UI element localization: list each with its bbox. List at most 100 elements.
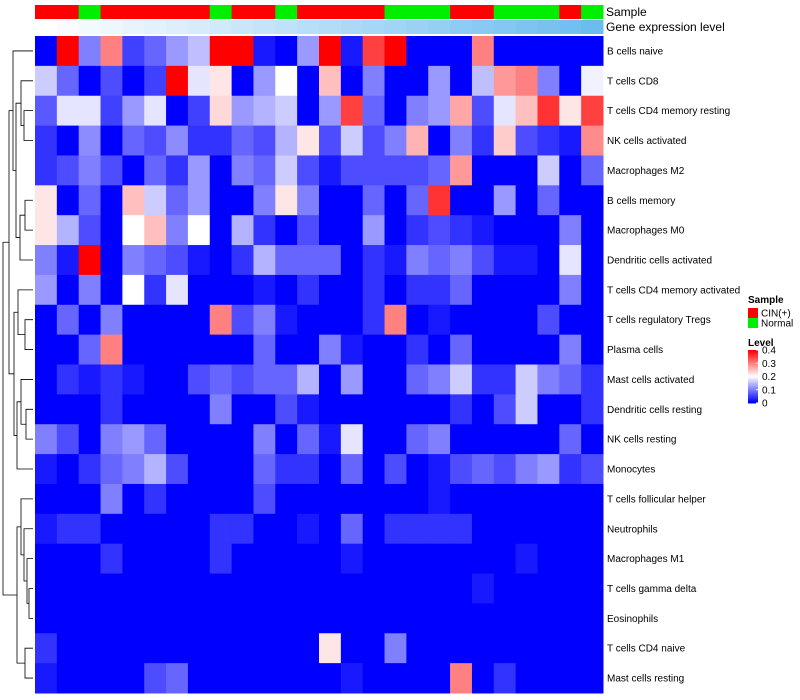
sample-annotation-cell <box>384 5 407 19</box>
gene-expression-cell <box>122 20 145 34</box>
gene-expression-cell <box>275 20 298 34</box>
gene-expression-cell <box>581 20 604 34</box>
row-labels: B cells naive T cells CD8 T cells CD4 memo… <box>607 46 740 684</box>
heatmap-cell <box>100 454 123 485</box>
heatmap-cell <box>406 245 429 276</box>
dendrogram-branch <box>20 379 33 425</box>
heatmap-cell <box>384 36 407 67</box>
heatmap-cell <box>297 185 320 216</box>
heatmap-cell <box>384 543 407 575</box>
heatmap-cell <box>122 663 145 694</box>
sample-annotation-cell <box>35 5 58 19</box>
heatmap-cell <box>406 185 429 216</box>
heatmap-cell <box>537 245 560 276</box>
heatmap-cell <box>100 603 123 634</box>
heatmap-cell <box>450 603 473 634</box>
heatmap-cell <box>275 543 298 575</box>
heatmap-cell <box>559 633 582 664</box>
heatmap-cell <box>362 573 386 604</box>
gene-expression-cell <box>384 20 407 34</box>
heatmap-cell <box>122 424 145 455</box>
heatmap-cell <box>187 125 211 156</box>
heatmap-cell <box>78 424 102 455</box>
colorbar-segment <box>748 381 758 384</box>
heatmap-cell <box>144 36 167 67</box>
heatmap-cell <box>471 454 495 485</box>
dendrogram-branch <box>25 408 33 440</box>
heatmap-cell <box>319 215 342 246</box>
heatmap-cell <box>384 185 407 216</box>
heatmap-cell <box>384 633 407 664</box>
colorbar-tick-label: 0.1 <box>762 385 776 396</box>
heatmap-cell <box>384 334 407 365</box>
heatmap-cell <box>35 394 58 425</box>
colorbar-segment <box>748 372 758 375</box>
row-label: Eosinophils <box>607 614 658 625</box>
heatmap-cell <box>471 185 495 216</box>
heatmap-cell <box>253 633 276 664</box>
heatmap-cell <box>319 603 342 634</box>
heatmap-cell <box>471 125 495 156</box>
heatmap-cell <box>144 274 167 306</box>
heatmap-cell <box>406 603 429 634</box>
row-label: Mast cells resting <box>607 674 684 685</box>
heatmap-cell <box>35 245 58 276</box>
heatmap-cell <box>493 245 517 276</box>
heatmap-cell <box>56 513 80 545</box>
heatmap-cell <box>581 215 604 246</box>
heatmap-cell <box>56 125 80 156</box>
heatmap-cell <box>275 36 298 67</box>
heatmap-cell <box>297 454 320 485</box>
heatmap-cell <box>231 424 254 455</box>
heatmap-cell <box>559 364 582 395</box>
heatmap-cell <box>493 633 517 664</box>
heatmap-cell <box>209 185 233 216</box>
heatmap-cell <box>78 603 102 634</box>
heatmap-cell <box>297 215 320 246</box>
heatmap-cell <box>56 185 80 216</box>
heatmap-cell <box>581 125 604 156</box>
heatmap-cell <box>275 603 298 634</box>
heatmap-cell <box>537 95 560 127</box>
heatmap-cell <box>362 125 386 156</box>
heatmap-cell <box>515 36 538 67</box>
heatmap-cell <box>209 304 233 336</box>
heatmap-cell <box>340 274 364 306</box>
row-label: Mast cells activated <box>607 375 694 386</box>
heatmap-cell <box>35 65 58 97</box>
heatmap-cell <box>166 185 189 216</box>
heatmap-cell <box>100 245 123 276</box>
row-label: T cells CD8 <box>607 76 659 87</box>
heatmap-cell <box>559 125 582 156</box>
heatmap-cell <box>187 483 211 515</box>
heatmap-cell <box>319 513 342 545</box>
row-label: T cells CD4 naive <box>607 644 686 655</box>
heatmap-cell <box>319 65 342 97</box>
heatmap-cell <box>515 304 538 336</box>
heatmap-cell <box>362 95 386 127</box>
heatmap-cell <box>559 185 582 216</box>
heatmap-cell <box>493 663 517 694</box>
heatmap-cell <box>166 155 189 186</box>
heatmap-cell <box>384 603 407 634</box>
heatmap-cell <box>362 245 386 276</box>
heatmap-cell <box>406 633 429 664</box>
colorbar-segment <box>748 352 758 355</box>
heatmap-cell <box>340 245 364 276</box>
heatmap-cell <box>362 663 386 694</box>
heatmap-cell <box>275 454 298 485</box>
heatmap-cell <box>384 513 407 545</box>
heatmap-cell <box>428 573 451 604</box>
heatmap-cell <box>428 424 451 455</box>
legend-level-colorbar: 0.4 0.3 0.2 0.1 0 <box>748 346 776 410</box>
sample-annotation-cell <box>253 5 276 19</box>
heatmap-cell <box>78 573 102 604</box>
heatmap-cell <box>122 304 145 336</box>
heatmap-cell <box>581 185 604 216</box>
heatmap-cell <box>581 513 604 545</box>
row-label: Macrophages M2 <box>607 166 685 177</box>
heatmap-cell <box>450 245 473 276</box>
heatmap-cell <box>319 543 342 575</box>
dendrogram-branch <box>23 110 33 141</box>
